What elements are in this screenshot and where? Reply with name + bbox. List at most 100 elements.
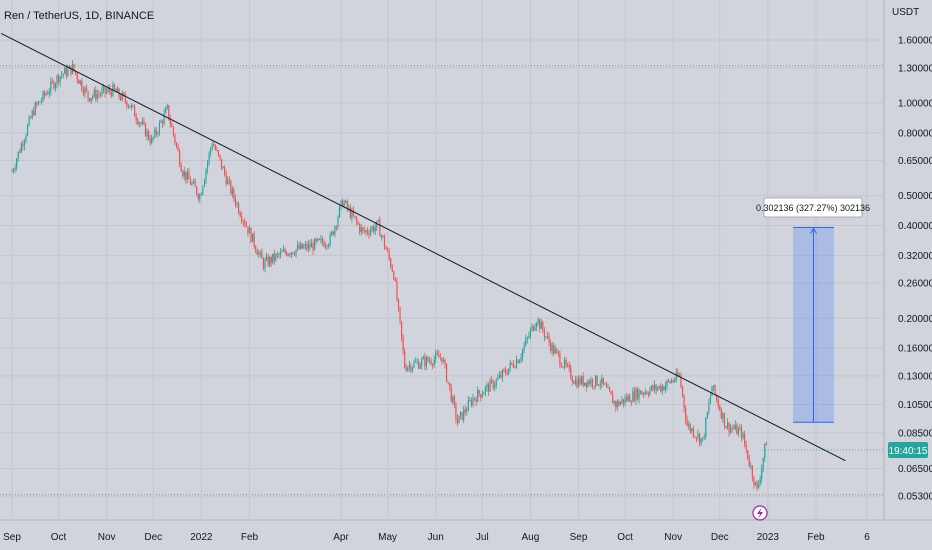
candle-body [608,387,611,392]
candle-body [730,427,732,433]
candle-body [160,121,162,123]
candle-body [217,150,220,156]
candle-body [208,152,210,163]
candle-body [371,226,373,231]
candle-body [61,74,63,77]
candle-body [594,375,597,387]
candle-body [444,360,446,365]
candle-body [408,364,410,368]
candle-body [188,172,190,180]
candle-body [104,86,106,93]
candle-body [304,244,306,247]
candle-body [62,73,64,75]
candle-body [239,212,241,217]
x-tick-label: Aug [522,532,540,543]
trendline[interactable] [0,33,846,462]
candle-body [37,101,39,105]
candle-body [22,144,24,147]
candle-body [647,393,649,395]
candle-body [759,478,761,484]
candle-body [233,189,235,199]
candle-body [459,412,462,416]
candle-body [267,256,269,266]
candle-body [712,385,715,388]
candle-body [762,457,764,468]
candle-body [346,200,348,209]
candle-body [314,239,316,251]
candle-body [137,120,139,125]
candle-body [445,364,448,382]
candle-body [436,353,438,355]
candle-body [542,322,544,331]
candle-body [276,253,279,255]
candle-body [393,271,395,280]
candle-body [132,105,134,106]
candle-body [286,252,288,256]
candle-body [722,413,724,419]
lightning-icon[interactable] [752,505,768,521]
candle-body [203,180,206,187]
candle-body [363,230,365,232]
candle-body [733,428,735,430]
candle-body [503,369,505,371]
candle-body [497,377,499,380]
candle-body [200,193,202,196]
time-axis[interactable]: Sep Oct Nov Dec 2022 Feb Apr May Jun Jul Aug Sep Oct… [3,532,870,543]
candle-body [332,231,334,235]
x-tick-label: Oct [617,532,633,543]
candle-body [416,361,418,363]
candle-body [540,322,542,329]
candle-body [655,384,657,390]
candle-body [377,219,379,222]
y-tick-label: 0.053000 [898,492,932,503]
candle-body [362,227,364,231]
candle-body [20,144,22,153]
candle-body [680,374,682,387]
x-tick-label: Jul [476,532,489,543]
candle-body [685,408,687,420]
candle-body [653,384,656,390]
candle-body [700,438,702,444]
candle-body [349,207,351,219]
candle-body [577,377,580,388]
candle-body [334,226,336,235]
candle-body [756,481,758,488]
candle-body [618,401,620,406]
y-tick-label: 1.300000 [898,63,932,74]
candle-body [96,94,98,100]
candle-body [744,434,746,445]
candle-body [231,189,234,194]
candle-body [134,105,136,117]
candle-body [677,372,679,376]
candle-body [206,162,209,170]
candle-body [238,203,240,213]
candle-body [588,380,590,385]
candle-body [467,400,469,411]
candle-body [650,385,653,390]
candle-body [255,246,257,252]
candle-body [106,91,108,93]
candle-body [124,95,126,102]
candle-body [761,467,763,479]
candle-body [129,105,131,108]
candle-body [241,216,243,222]
candle-body [123,92,125,96]
candle-body [259,251,261,253]
candle-body [244,221,246,226]
candle-body [579,377,581,385]
candle-body [172,126,175,135]
candle-body [379,219,381,237]
candle-body [309,243,311,248]
candle-body [279,251,282,255]
candle-body [85,87,88,91]
candle-body [50,81,52,92]
candle-body [487,384,490,392]
candle-body [554,349,556,354]
candle-body [489,380,491,392]
candle-body [185,171,187,180]
candle-body [613,401,615,404]
